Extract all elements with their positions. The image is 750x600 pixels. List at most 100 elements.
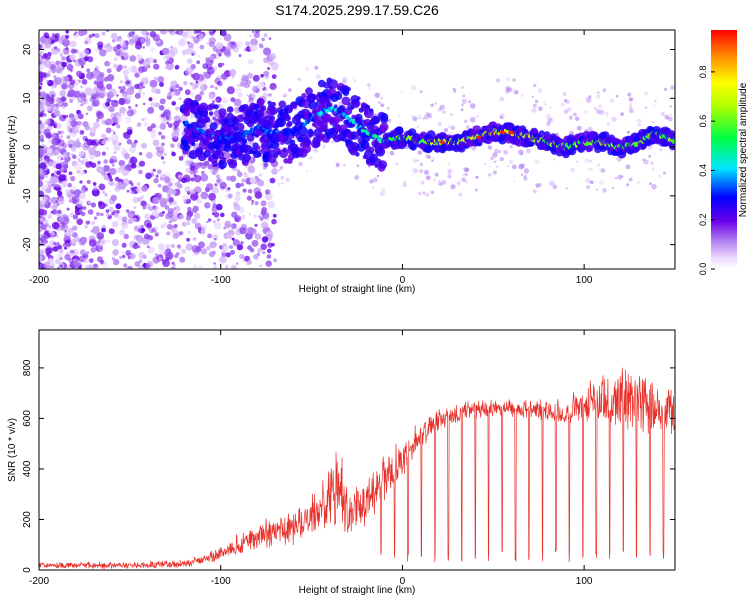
noise-speck xyxy=(65,34,70,40)
noise-speck xyxy=(235,262,239,265)
noise-speck xyxy=(121,51,129,59)
noise-speck xyxy=(84,40,88,45)
noise-speck xyxy=(234,195,241,202)
noise-speck xyxy=(152,59,157,64)
noise-speck xyxy=(128,146,137,154)
colorbar-tick-label: 0.8 xyxy=(698,66,708,79)
noise-speck xyxy=(104,137,108,141)
noise-speck xyxy=(248,94,253,99)
noise-speck xyxy=(489,165,492,168)
noise-speck xyxy=(192,254,196,257)
noise-speck xyxy=(280,175,285,180)
noise-speck xyxy=(96,212,101,217)
noise-speck xyxy=(225,91,228,93)
noise-speck xyxy=(46,251,51,256)
noise-speck xyxy=(101,151,106,156)
noise-speck xyxy=(91,188,100,197)
noise-speck xyxy=(264,88,269,92)
noise-speck xyxy=(664,87,667,91)
noise-speck xyxy=(159,82,164,87)
noise-speck xyxy=(271,168,278,175)
noise-speck xyxy=(53,186,57,190)
noise-speck xyxy=(181,221,187,227)
noise-speck xyxy=(579,102,583,105)
noise-speck xyxy=(255,88,260,93)
noise-speck xyxy=(39,223,43,228)
noise-speck xyxy=(39,92,42,97)
noise-speck xyxy=(651,162,653,164)
noise-speck xyxy=(434,172,439,177)
noise-speck xyxy=(263,47,271,56)
noise-speck xyxy=(108,206,114,213)
noise-speck xyxy=(157,76,165,83)
noise-speck xyxy=(625,164,631,170)
ridge-halo xyxy=(183,144,191,152)
noise-speck xyxy=(171,261,175,265)
noise-speck xyxy=(80,248,86,255)
noise-speck xyxy=(90,247,97,253)
noise-speck xyxy=(103,159,108,164)
noise-speck xyxy=(147,126,153,132)
noise-speck xyxy=(256,81,265,90)
noise-speck xyxy=(511,164,517,170)
noise-speck xyxy=(51,69,56,74)
noise-speck xyxy=(63,102,68,107)
noise-speck xyxy=(173,264,176,267)
ridge-halo xyxy=(379,112,389,122)
noise-speck xyxy=(121,168,129,176)
noise-speck xyxy=(425,192,430,197)
ridge-halo xyxy=(346,86,351,92)
noise-speck xyxy=(169,30,176,36)
noise-speck xyxy=(163,54,170,62)
noise-speck xyxy=(41,236,48,243)
noise-speck xyxy=(60,180,68,188)
noise-speck xyxy=(267,248,272,254)
noise-speck xyxy=(90,202,96,208)
snr-series xyxy=(39,367,675,569)
noise-speck xyxy=(61,67,65,70)
noise-speck xyxy=(137,265,144,269)
noise-speck xyxy=(197,80,202,85)
noise-speck xyxy=(237,171,243,178)
noise-speck xyxy=(96,81,104,89)
noise-speck xyxy=(120,55,125,60)
noise-speck xyxy=(126,76,129,79)
ridge-halo xyxy=(183,110,190,117)
noise-speck xyxy=(81,65,84,69)
noise-speck xyxy=(102,262,109,268)
noise-speck xyxy=(212,234,219,241)
noise-speck xyxy=(61,61,67,68)
noise-speck xyxy=(41,216,46,221)
noise-speck xyxy=(62,243,67,248)
noise-speck xyxy=(617,174,623,180)
snr-x-axis: -200 -100 0 100 xyxy=(29,330,593,587)
noise-speck xyxy=(189,82,194,86)
noise-speck xyxy=(170,88,174,92)
noise-speck xyxy=(230,249,235,255)
noise-speck xyxy=(44,174,49,179)
noise-speck xyxy=(155,146,160,151)
noise-speck xyxy=(151,87,157,94)
noise-speck xyxy=(83,49,89,55)
noise-speck xyxy=(589,180,594,185)
noise-speck xyxy=(239,82,245,87)
noise-speck xyxy=(642,158,646,162)
noise-speck xyxy=(520,163,526,168)
noise-speck xyxy=(125,116,132,124)
noise-speck xyxy=(214,237,217,241)
noise-speck xyxy=(80,211,86,217)
noise-speck xyxy=(153,63,160,70)
noise-speck xyxy=(256,177,261,182)
noise-speck xyxy=(112,46,119,52)
noise-speck xyxy=(104,120,109,125)
noise-speck xyxy=(58,174,66,182)
noise-speck xyxy=(644,91,648,96)
noise-speck xyxy=(59,89,67,97)
noise-speck xyxy=(70,175,76,182)
noise-speck xyxy=(111,116,119,123)
noise-speck xyxy=(106,42,111,47)
noise-speck xyxy=(142,59,151,68)
noise-speck xyxy=(167,30,175,34)
noise-speck xyxy=(165,187,174,195)
noise-speck xyxy=(44,158,50,164)
